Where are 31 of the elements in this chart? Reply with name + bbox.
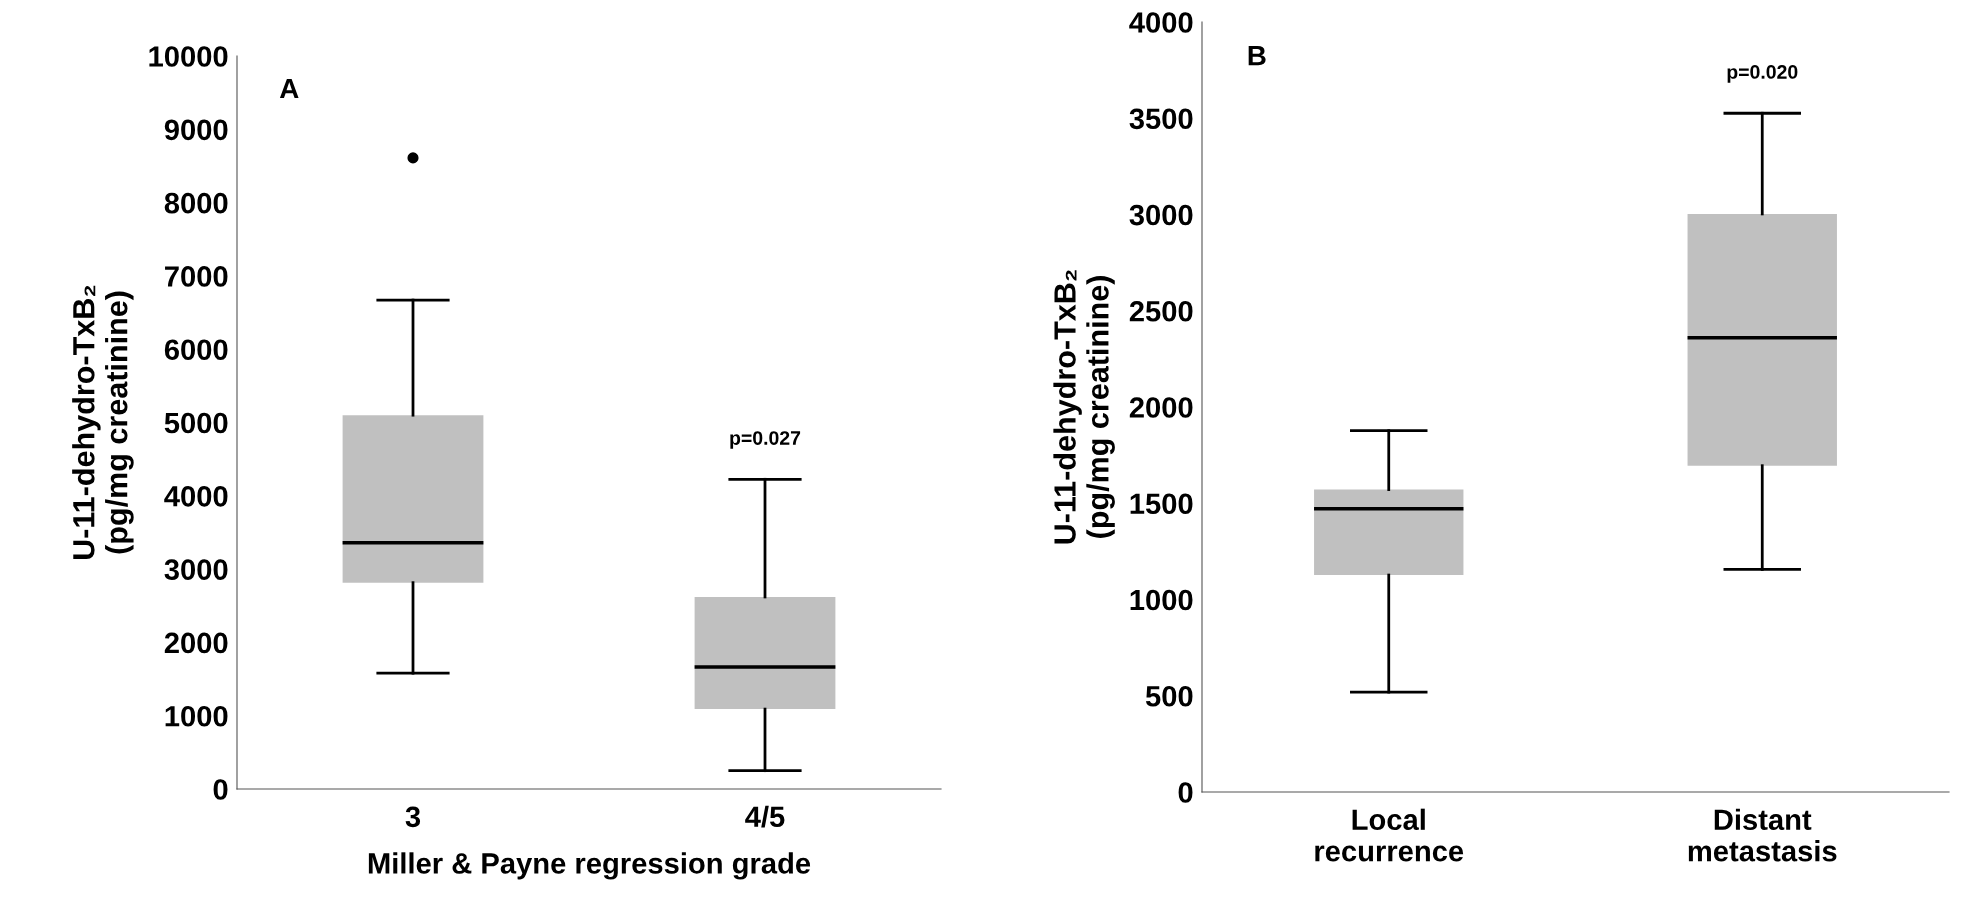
y-tick-label: 10000 [149,46,228,67]
x-axis-title: Miller & Payne regression grade [368,852,811,880]
y-tick-label: 7000 [165,266,228,287]
y-tick-label: 2000 [164,632,228,654]
text: A [279,79,299,99]
y-tick-label: 5000 [164,412,228,434]
y-axis-title: U-11-dehydro-TxB₂ (pg/mg creatinine) [1053,270,1115,544]
y-tick-label: 0 [1178,782,1193,803]
annotation: p=0.027 [730,431,801,449]
y-tick-label: 3000 [1129,204,1193,226]
x-tick-label: Distant metastasis [1688,808,1837,862]
y-tick-label: 1500 [1130,493,1193,515]
y-tick-label: 2000 [1129,397,1193,418]
y-axis-title: U-11-dehydro-TxB₂ (pg/mg creatinine) [72,285,134,560]
y-tick-label: 2500 [1129,300,1193,322]
annotation: p=0.020 [1727,65,1798,83]
y-tick-label: 500 [1145,685,1193,707]
text: B [1248,46,1266,66]
y-tick-label: 8000 [164,192,228,214]
x-tick-label: 3 [405,806,421,828]
y-tick-label: 6000 [164,339,228,361]
y-tick-label: 3000 [164,559,228,580]
y-tick-label: 9000 [164,119,228,141]
x-tick-label: 4/5 [745,805,785,828]
y-tick-label: 4000 [1129,12,1193,33]
y-tick-label: 1000 [1130,589,1193,611]
y-tick-label: 3500 [1129,108,1193,130]
y-tick-label: 1000 [165,705,228,727]
x-tick-label: Local recurrence [1315,808,1464,862]
y-tick-label: 0 [213,779,228,800]
y-tick-label: 4000 [164,486,228,507]
